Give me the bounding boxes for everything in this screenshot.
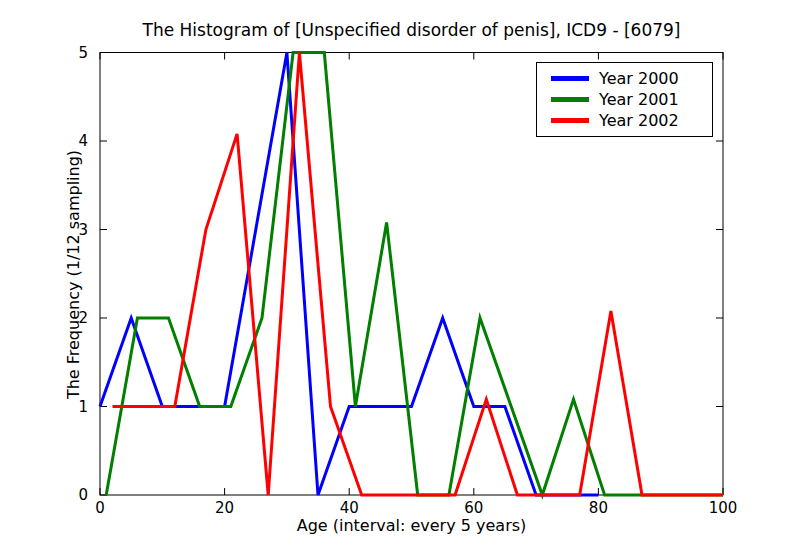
legend-label: Year 2000 bbox=[599, 68, 679, 89]
x-tick-label: 60 bbox=[444, 500, 504, 516]
x-axis-label: Age (interval: every 5 years) bbox=[100, 516, 723, 535]
y-tick-label: 3 bbox=[52, 222, 88, 238]
legend-item: Year 2001 bbox=[551, 89, 712, 110]
x-tick-label: 40 bbox=[319, 500, 379, 516]
legend-swatch-year-2001 bbox=[551, 97, 589, 102]
legend-label: Year 2001 bbox=[599, 89, 679, 110]
chart-title: The Histogram of [Unspecified disorder o… bbox=[100, 20, 723, 40]
x-tick-label: 100 bbox=[693, 500, 753, 516]
legend-swatch-year-2002 bbox=[551, 118, 589, 123]
legend-item: Year 2000 bbox=[551, 68, 712, 89]
series-line-year-2000 bbox=[100, 53, 598, 496]
legend: Year 2000 Year 2001 Year 2002 bbox=[536, 62, 713, 137]
legend-label: Year 2002 bbox=[599, 110, 679, 131]
x-tick-label: 80 bbox=[568, 500, 628, 516]
figure: The Histogram of [Unspecified disorder o… bbox=[0, 0, 800, 550]
x-tick-label: 20 bbox=[195, 500, 255, 516]
y-tick-label: 0 bbox=[52, 487, 88, 503]
y-axis-label: The Frequency (1/12 sampling) bbox=[64, 50, 83, 500]
y-tick-label: 5 bbox=[52, 45, 88, 61]
legend-swatch-year-2000 bbox=[551, 76, 589, 81]
y-tick-label: 2 bbox=[52, 310, 88, 326]
legend-item: Year 2002 bbox=[551, 110, 712, 131]
y-tick-label: 4 bbox=[52, 133, 88, 149]
y-tick-label: 1 bbox=[52, 399, 88, 415]
